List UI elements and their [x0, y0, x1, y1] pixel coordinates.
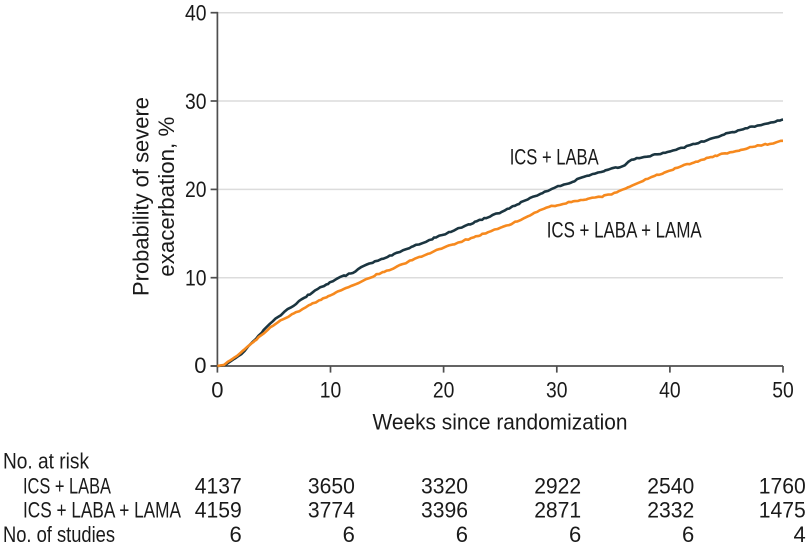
- svg-text:50: 50: [772, 378, 794, 403]
- svg-text:ICS + LABA: ICS + LABA: [510, 144, 599, 169]
- svg-text:4159: 4159: [195, 498, 242, 523]
- svg-text:10: 10: [185, 266, 207, 291]
- svg-text:1475: 1475: [759, 498, 806, 523]
- svg-text:20: 20: [433, 378, 455, 403]
- svg-text:6: 6: [343, 522, 355, 547]
- svg-text:0: 0: [194, 353, 206, 378]
- svg-text:20: 20: [185, 177, 207, 202]
- svg-text:4137: 4137: [195, 474, 242, 499]
- svg-text:6: 6: [569, 522, 581, 547]
- svg-text:40: 40: [185, 1, 207, 26]
- svg-text:0: 0: [211, 378, 223, 403]
- svg-text:1760: 1760: [759, 474, 806, 499]
- svg-text:Weeks since randomization: Weeks since randomization: [373, 410, 628, 435]
- svg-text:30: 30: [185, 89, 207, 114]
- svg-text:ICS + LABA: ICS + LABA: [23, 474, 111, 499]
- svg-text:2922: 2922: [534, 474, 581, 499]
- svg-text:3650: 3650: [308, 474, 355, 499]
- svg-text:6: 6: [682, 522, 694, 547]
- svg-text:4: 4: [794, 522, 806, 547]
- svg-text:2871: 2871: [534, 498, 581, 523]
- svg-text:ICS + LABA + LAMA: ICS + LABA + LAMA: [547, 217, 702, 242]
- svg-text:3320: 3320: [421, 474, 468, 499]
- svg-text:Probability of severe: Probability of severe: [129, 97, 154, 296]
- svg-text:No. at risk: No. at risk: [3, 449, 90, 474]
- svg-text:2332: 2332: [647, 498, 694, 523]
- svg-text:6: 6: [456, 522, 468, 547]
- svg-text:3774: 3774: [308, 498, 355, 523]
- svg-text:6: 6: [230, 522, 242, 547]
- svg-text:exacerbation, %: exacerbation, %: [154, 117, 179, 277]
- svg-text:40: 40: [659, 378, 681, 403]
- svg-text:10: 10: [320, 378, 342, 403]
- svg-text:ICS + LABA + LAMA: ICS + LABA + LAMA: [23, 498, 181, 523]
- svg-text:30: 30: [546, 378, 568, 403]
- svg-text:2540: 2540: [647, 474, 694, 499]
- svg-text:3396: 3396: [421, 498, 468, 523]
- svg-text:No. of studies: No. of studies: [3, 522, 115, 547]
